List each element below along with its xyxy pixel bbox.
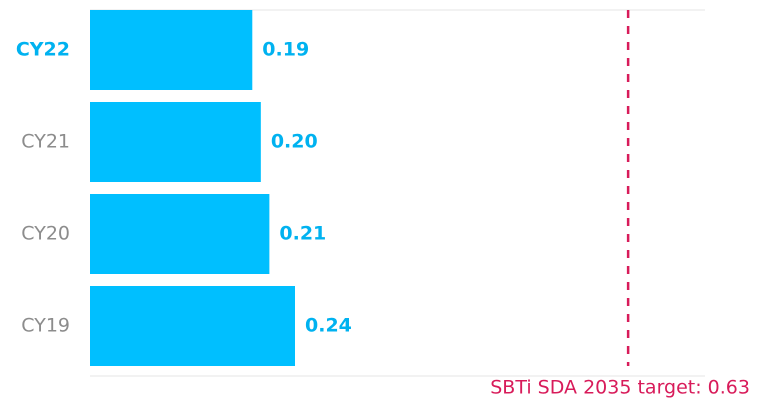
category-label: CY22	[16, 39, 70, 61]
category-label: CY20	[21, 223, 70, 245]
value-label: 0.24	[305, 315, 352, 337]
bar	[90, 102, 261, 182]
value-label: 0.20	[271, 131, 318, 153]
value-label: 0.19	[262, 39, 309, 61]
bar	[90, 194, 270, 274]
bar	[90, 10, 253, 90]
category-label: CY19	[21, 315, 70, 337]
bar	[90, 286, 295, 366]
category-label: CY21	[21, 131, 70, 153]
target-label: SBTi SDA 2035 target: 0.63	[490, 377, 750, 399]
value-label: 0.21	[279, 223, 326, 245]
